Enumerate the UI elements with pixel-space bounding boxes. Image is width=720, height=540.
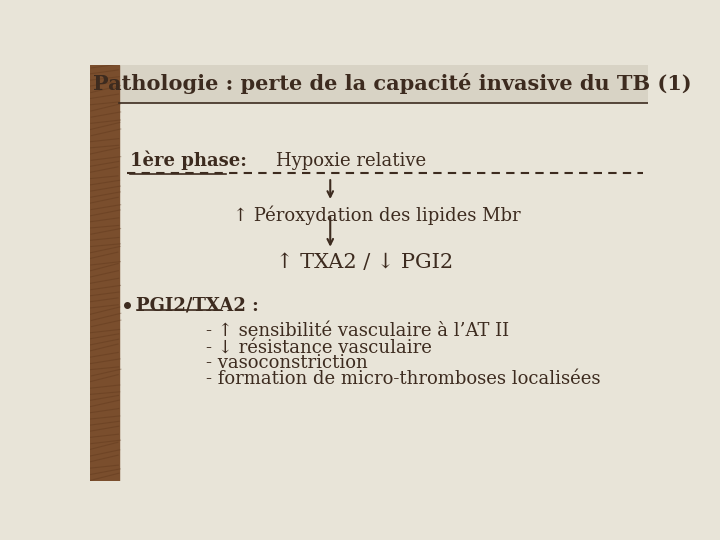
Text: - formation de micro-thromboses localisées: - formation de micro-thromboses localisé…	[206, 370, 600, 388]
Text: ↑ Péroxydation des lipides Mbr: ↑ Péroxydation des lipides Mbr	[233, 206, 521, 225]
Bar	[120, 65, 648, 102]
Text: 1ère phase:: 1ère phase:	[130, 151, 247, 170]
Bar	[90, 65, 120, 481]
Text: - ↓ résistance vasculaire: - ↓ résistance vasculaire	[206, 338, 432, 356]
Text: - ↑ sensibilité vasculaire à l’AT II: - ↑ sensibilité vasculaire à l’AT II	[206, 322, 509, 340]
Text: Hypoxie relative: Hypoxie relative	[276, 152, 426, 170]
Text: ↑ TXA2 / ↓ PGI2: ↑ TXA2 / ↓ PGI2	[276, 253, 453, 273]
Text: PGI2/TXA2 :: PGI2/TXA2 :	[137, 296, 259, 314]
Text: - vasoconstriction: - vasoconstriction	[206, 354, 368, 372]
Text: Pathologie : perte de la capacité invasive du TB (1): Pathologie : perte de la capacité invasi…	[93, 73, 692, 94]
